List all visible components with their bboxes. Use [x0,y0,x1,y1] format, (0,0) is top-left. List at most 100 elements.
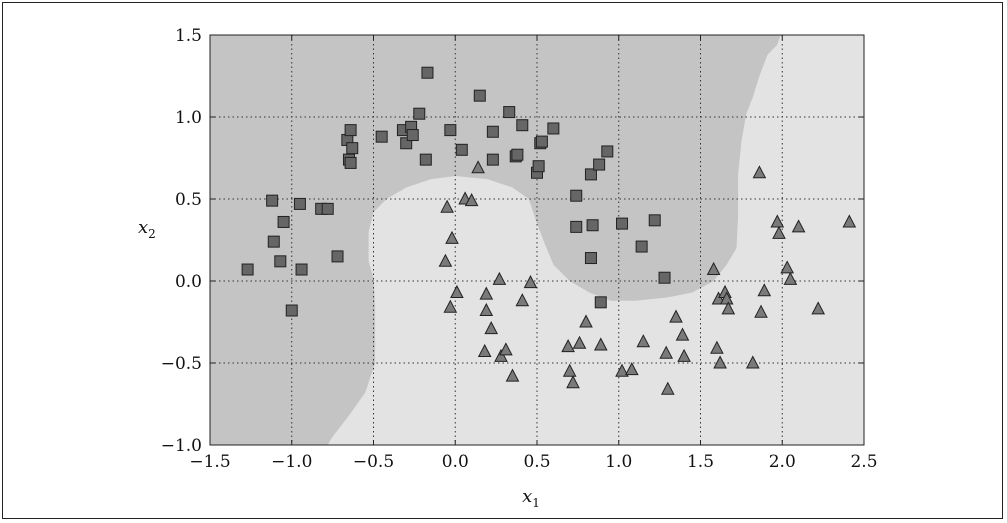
x-tick-label: −0.5 [353,452,394,472]
x-tick-label: −1.5 [189,452,230,472]
triangle-point [440,199,454,213]
triangle-point [842,214,857,228]
triangle-point [811,301,826,315]
square-point [584,252,597,265]
triangle-point [505,368,520,382]
triangle-point [572,335,587,349]
triangle-point [783,271,798,285]
square-point [419,153,432,166]
triangle-point [719,291,734,305]
x-axis-label: x1 [522,486,540,510]
triangle-point [450,284,464,298]
triangle-point [479,286,494,300]
triangle-point [464,193,479,207]
triangle-point [445,230,459,244]
square-point [601,145,614,158]
square-point [274,255,287,268]
square-point [658,271,671,284]
square-point [321,202,334,215]
x-tick-label: 0.0 [442,452,469,472]
square-point [586,219,599,232]
square-point [293,197,306,210]
square-point [532,160,545,173]
triangle-point [494,348,508,362]
triangle-point [745,355,760,369]
triangle-point [710,340,724,354]
triangle-point [659,345,674,359]
x-tick-label: −1.0 [271,452,312,472]
square-point [344,156,357,169]
square-point [570,189,583,202]
square-point [400,137,413,150]
y-axis-label: x2 [138,217,156,241]
square-point [570,220,583,233]
x-tick-label: 1.5 [687,452,714,472]
square-point [593,158,606,171]
y-tick-label: 0.0 [175,272,202,292]
triangle-point [772,225,786,239]
x-tick-label: 1.0 [605,452,632,472]
triangle-point [669,309,683,323]
triangle-point [477,343,492,357]
y-tick-label: 1.0 [175,108,202,128]
triangle-point [566,375,580,389]
triangle-point [615,363,629,377]
square-point [413,107,426,120]
triangle-point [443,299,458,313]
triangle-point [492,271,507,285]
square-point [648,214,661,227]
triangle-point [515,293,530,307]
square-point [375,130,388,143]
square-point [486,153,499,166]
triangle-point [660,381,675,395]
axis-ticks [209,34,865,446]
triangle-point [780,260,795,274]
triangle-point [675,327,690,341]
triangle-point [791,219,806,233]
triangle-point [706,261,721,275]
square-point [584,168,597,181]
y-tick-label: −1.0 [161,436,202,456]
square-point [511,148,524,161]
triangle-point [713,355,727,369]
y-tick-label: 0.5 [175,190,202,210]
square-point [444,124,457,137]
square-point [516,119,529,132]
triangle-point [752,165,767,179]
triangle-point [770,214,785,228]
square-point [473,89,486,102]
x-tick-label: 2.5 [850,452,877,472]
square-point [241,263,254,276]
square-point [503,106,516,119]
square-point [594,296,607,309]
data-points [241,66,857,395]
triangle-point [579,314,593,328]
square-point [455,143,468,156]
square-point [267,235,280,248]
square-point [346,142,359,155]
triangle-point [624,362,639,376]
triangle-point [479,302,494,316]
square-point [344,124,357,137]
square-point [277,215,290,228]
triangle-point [438,253,453,267]
square-point [547,122,560,135]
square-point [535,135,548,148]
triangle-point [757,283,772,297]
x-tick-label: 2.0 [769,452,796,472]
triangle-point [711,291,726,305]
triangle-point [593,337,608,351]
triangle-point [523,275,538,289]
plot-area [210,35,864,445]
y-tick-label: 1.5 [175,26,202,46]
square-point [616,217,629,230]
tick-labels: −1.5 −1.0 −0.5 0.0 0.5 1.0 1.5 2.0 2.51.51.00.50… [161,26,878,472]
triangle-point [677,348,691,362]
y-tick-label: −0.5 [161,354,202,374]
square-point [635,240,648,253]
triangle-point [636,334,651,348]
square-point [295,263,308,276]
square-point [331,250,344,263]
square-point [406,129,419,142]
